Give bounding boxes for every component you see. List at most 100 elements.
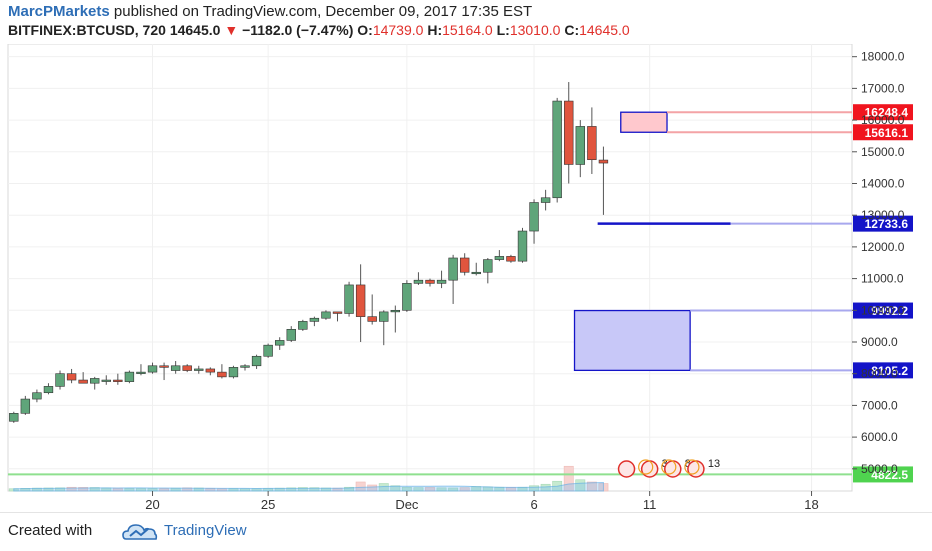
candle[interactable]: [494, 256, 505, 260]
candle[interactable]: [413, 279, 424, 284]
candle[interactable]: [390, 309, 401, 313]
candle[interactable]: [598, 159, 609, 164]
candle[interactable]: [124, 371, 135, 382]
candle[interactable]: [32, 392, 42, 400]
price-badge: 15616.1: [853, 124, 913, 141]
candle[interactable]: [286, 329, 296, 341]
candle[interactable]: [170, 365, 181, 371]
created-with-text: Created with: [8, 522, 93, 539]
published-text: published on TradingView.com, December 0…: [113, 3, 533, 20]
candle[interactable]: [506, 256, 516, 262]
candle[interactable]: [379, 311, 389, 322]
candle[interactable]: [251, 355, 262, 367]
event-count-label: 8: [685, 458, 691, 470]
candle[interactable]: [182, 365, 192, 371]
y-tick-label: 18000.0: [861, 50, 905, 64]
candle[interactable]: [90, 378, 100, 384]
volume-average-area: [13, 481, 604, 492]
candle[interactable]: [217, 371, 227, 378]
price-badge-bg: [853, 124, 913, 141]
candle[interactable]: [332, 311, 343, 314]
open-value: 14739.0: [372, 22, 424, 38]
candle[interactable]: [194, 368, 204, 371]
candle[interactable]: [228, 367, 239, 378]
candle[interactable]: [78, 379, 88, 384]
y-tick-label: 13000.0: [861, 208, 905, 222]
plot-area: [7, 44, 853, 492]
footer: Created with TradingView: [0, 512, 932, 551]
candle[interactable]: [436, 279, 447, 284]
price-badge-bg: [853, 362, 913, 379]
candle[interactable]: [587, 126, 597, 161]
price-chart[interactable]: 16248.415616.112733.69992.28105.24822.5 …: [0, 44, 932, 514]
price-zone[interactable]: [573, 309, 691, 372]
tradingview-brand[interactable]: TradingView: [164, 522, 247, 539]
last-price: 14645.0: [169, 22, 221, 38]
price-badge-label: 12733.6: [865, 217, 909, 231]
high-label: H:: [427, 22, 443, 38]
price-badge-label: 16248.4: [865, 106, 909, 120]
y-tick-label: 8000.0: [861, 367, 898, 381]
candle[interactable]: [113, 379, 123, 382]
candle[interactable]: [344, 284, 354, 314]
low-value: 13010.0: [509, 22, 561, 38]
candle[interactable]: [321, 311, 331, 319]
x-tick-label: 25: [261, 497, 275, 512]
candle[interactable]: [517, 230, 528, 262]
candle[interactable]: [425, 279, 435, 284]
event-flag-icon[interactable]: [664, 460, 682, 478]
candle[interactable]: [205, 368, 216, 373]
event-flag-icon[interactable]: [687, 460, 705, 478]
x-tick-label: 20: [145, 497, 159, 512]
event-flag-icon[interactable]: [640, 460, 659, 478]
candle[interactable]: [20, 398, 31, 414]
price-badge: 4822.5: [853, 466, 913, 483]
candle[interactable]: [355, 284, 366, 317]
price-badge: 16248.4: [853, 104, 913, 121]
candle[interactable]: [240, 365, 250, 368]
price-badge-bg: [853, 104, 913, 121]
x-tick-label: 18: [804, 497, 818, 512]
candle[interactable]: [483, 259, 493, 273]
candle[interactable]: [309, 317, 320, 322]
symbol-label: BITFINEX:BTCUSD, 720: [8, 22, 166, 38]
candle[interactable]: [66, 373, 77, 381]
candle[interactable]: [367, 316, 377, 322]
candle[interactable]: [471, 271, 481, 275]
candle[interactable]: [298, 321, 308, 330]
candle[interactable]: [9, 413, 19, 422]
price-zone[interactable]: [620, 111, 668, 133]
candle[interactable]: [459, 257, 470, 273]
price-badge: 8105.2: [853, 362, 913, 379]
candle[interactable]: [147, 365, 158, 373]
candle[interactable]: [575, 126, 585, 165]
x-tick-label: 6: [530, 497, 537, 512]
candle[interactable]: [159, 365, 169, 368]
low-label: L:: [496, 22, 510, 38]
x-tick-label: Dec: [395, 497, 419, 512]
candle[interactable]: [448, 257, 458, 281]
candle[interactable]: [55, 373, 65, 387]
price-badge-label: 8105.2: [871, 364, 908, 378]
candle[interactable]: [275, 340, 285, 346]
candle[interactable]: [552, 100, 562, 199]
candle[interactable]: [101, 379, 111, 382]
candle[interactable]: [402, 283, 412, 311]
chart-header: MarcPMarkets published on TradingView.co…: [0, 0, 932, 44]
y-tick-label: 17000.0: [861, 81, 905, 95]
price-badge-label: 9992.2: [871, 304, 908, 318]
candle[interactable]: [529, 202, 539, 232]
candle[interactable]: [263, 344, 273, 357]
high-value: 15164.0: [442, 22, 493, 38]
candle[interactable]: [43, 386, 54, 394]
y-tick-label: 16000.0: [861, 113, 905, 127]
price-badge-bg: [853, 215, 913, 232]
event-flag-icon[interactable]: [617, 460, 636, 478]
y-tick-label: 15000.0: [861, 145, 905, 159]
candle[interactable]: [136, 371, 146, 374]
author-name[interactable]: MarcPMarkets: [8, 3, 110, 20]
candle[interactable]: [564, 100, 574, 165]
ohlc-line: BITFINEX:BTCUSD, 720 14645.0 ▼ −1182.0 (…: [8, 22, 630, 38]
tradingview-cloud-icon: [122, 524, 158, 540]
candle[interactable]: [540, 197, 551, 203]
